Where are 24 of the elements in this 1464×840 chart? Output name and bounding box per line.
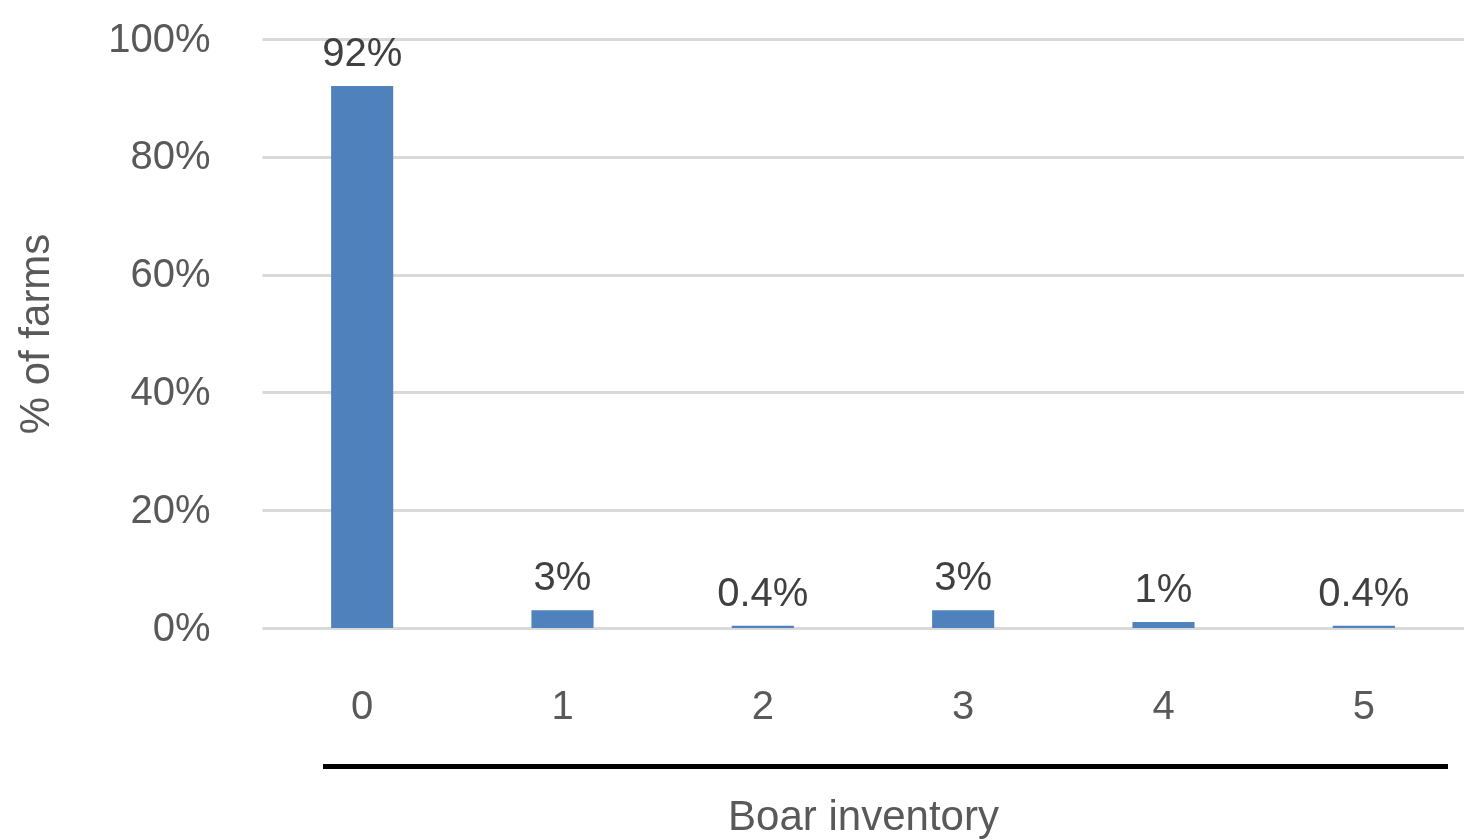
y-axis-title: % of farms <box>11 233 59 435</box>
data-label: 1% <box>1134 566 1193 611</box>
bar <box>331 86 394 628</box>
y-tick-label: 60% <box>130 251 211 296</box>
x-tick-label: 0 <box>351 682 374 727</box>
data-label: 92% <box>322 30 403 75</box>
x-axis-title: Boar inventory <box>728 791 999 839</box>
y-tick-label: 40% <box>130 368 211 413</box>
x-tick-label: 3 <box>952 682 975 727</box>
bar <box>932 610 995 628</box>
bar <box>1132 622 1195 628</box>
x-tick-label: 1 <box>551 682 574 727</box>
y-tick-label: 0% <box>152 604 211 649</box>
data-label: 3% <box>533 554 592 599</box>
y-tick-label: 80% <box>130 133 211 178</box>
x-tick-label: 2 <box>751 682 774 727</box>
x-tick-label: 5 <box>1352 682 1375 727</box>
x-tick-label: 4 <box>1152 682 1175 727</box>
y-tick-label: 100% <box>108 15 211 60</box>
y-tick-label: 20% <box>130 486 211 531</box>
data-label: 0.4% <box>717 569 809 614</box>
bar <box>531 610 594 628</box>
data-label: 0.4% <box>1318 569 1410 614</box>
data-label: 3% <box>934 554 993 599</box>
